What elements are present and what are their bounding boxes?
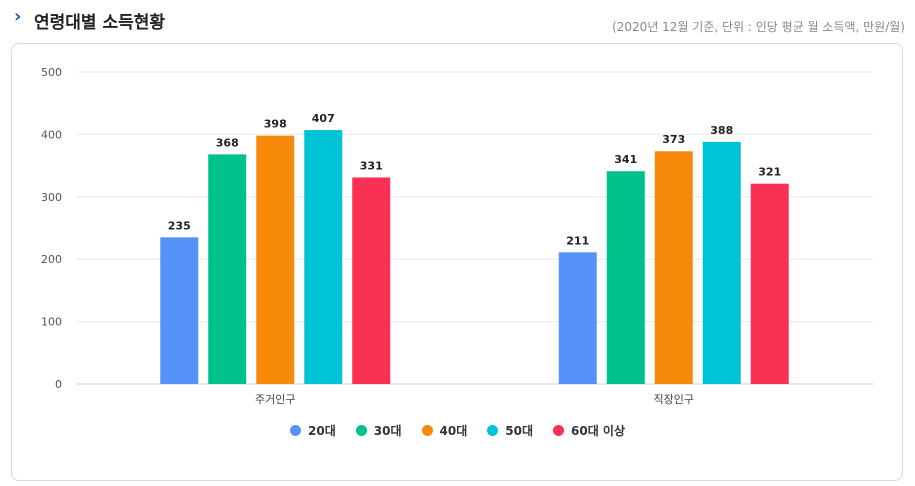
legend-label: 20대 xyxy=(308,424,336,438)
data-label: 407 xyxy=(312,112,335,125)
y-tick-label: 0 xyxy=(55,378,62,391)
data-label: 373 xyxy=(662,133,685,146)
bar[interactable] xyxy=(256,135,295,384)
unit-note: (2020년 12월 기준, 단위 : 인당 평균 월 소득액, 만원/월) xyxy=(612,20,905,34)
data-label: 398 xyxy=(264,118,287,131)
y-tick-label: 200 xyxy=(41,253,62,266)
y-tick-label: 400 xyxy=(41,128,62,141)
bar[interactable] xyxy=(654,151,693,384)
bar[interactable] xyxy=(702,141,741,384)
bar[interactable] xyxy=(558,252,597,384)
data-label: 368 xyxy=(216,136,239,149)
bar[interactable] xyxy=(606,171,645,384)
bar-series xyxy=(160,130,789,384)
legend-dot-icon xyxy=(487,425,499,436)
data-label: 211 xyxy=(566,234,589,247)
data-label: 235 xyxy=(168,219,191,232)
y-axis-ticks: 0 100 200 300 400 500 xyxy=(41,66,62,391)
legend-dot-icon xyxy=(553,425,564,436)
bar[interactable] xyxy=(352,177,391,384)
bar[interactable] xyxy=(208,154,247,384)
legend-dot-icon xyxy=(421,425,433,436)
legend-dot-icon xyxy=(290,425,301,436)
x-category-label: 주거인구 xyxy=(255,393,295,406)
data-labels: 235 368 398 407 331 211 341 373 388 321 xyxy=(168,112,781,247)
legend-label: 40대 xyxy=(439,424,468,438)
legend-item[interactable]: 50대 xyxy=(487,422,533,439)
legend-item[interactable]: 40대 xyxy=(421,422,468,439)
chart-header: › 연령대별 소득현황 (2020년 12월 기준, 단위 : 인당 평균 월 … xyxy=(0,0,915,40)
legend-item[interactable]: 20대 xyxy=(290,422,336,439)
legend-label: 50대 xyxy=(505,424,533,438)
legend-label: 30대 xyxy=(373,424,402,438)
legend-label: 60대 이상 xyxy=(571,424,625,438)
y-tick-label: 500 xyxy=(41,66,62,79)
data-label: 341 xyxy=(614,153,637,166)
bar[interactable] xyxy=(304,130,343,384)
bar[interactable] xyxy=(160,237,199,384)
y-tick-label: 100 xyxy=(41,316,62,329)
chevron-right-icon: › xyxy=(14,6,22,27)
y-tick-label: 300 xyxy=(41,191,62,204)
legend: 20대 30대 40대 50대 60대 이상 xyxy=(0,422,915,442)
x-axis-categories: 주거인구 직장인구 xyxy=(255,393,694,406)
legend-item[interactable]: 30대 xyxy=(355,422,402,439)
data-label: 331 xyxy=(360,159,383,172)
data-label: 321 xyxy=(758,166,781,179)
legend-dot-icon xyxy=(355,425,367,436)
legend-item[interactable]: 60대 이상 xyxy=(553,422,625,439)
bar[interactable] xyxy=(750,183,789,384)
x-category-label: 직장인구 xyxy=(654,393,694,406)
chart-title: 연령대별 소득현황 xyxy=(34,13,166,33)
data-label: 388 xyxy=(710,124,733,137)
